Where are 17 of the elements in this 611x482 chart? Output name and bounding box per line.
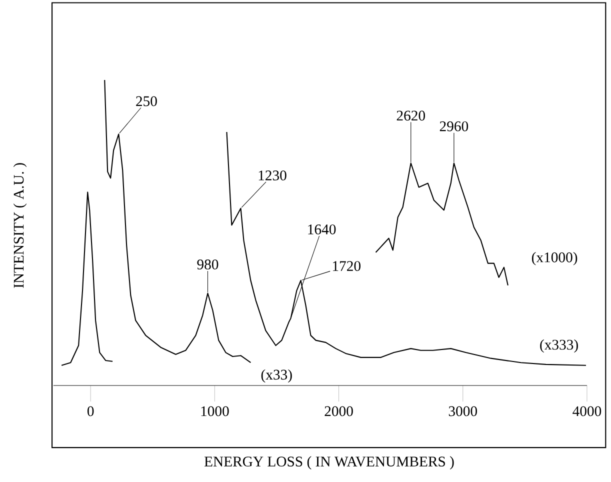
x-axis-title: ENERGY LOSS ( IN WAVENUMBERS ): [204, 456, 454, 470]
x-tick-label: 0: [87, 406, 94, 416]
series-label: (x1000): [532, 252, 578, 266]
annotation: 1720: [332, 261, 360, 272]
series-label: (x333): [540, 340, 578, 353]
x-tick-label: 3000: [448, 406, 477, 416]
y-axis-title: INTENSITY ( A.U. ): [13, 163, 27, 288]
series-label: (x33): [261, 370, 292, 383]
x-tick-label: 1000: [201, 406, 229, 416]
annotation: 1230: [258, 170, 286, 181]
annotation: 2960: [440, 122, 468, 132]
annotation: 980: [197, 260, 218, 270]
annotation: 2620: [396, 110, 425, 121]
annotation: 250: [136, 96, 157, 106]
x-tick-label: 2000: [324, 406, 353, 416]
annotation: 1640: [308, 224, 336, 235]
x-tick-label: 4000: [572, 406, 602, 416]
